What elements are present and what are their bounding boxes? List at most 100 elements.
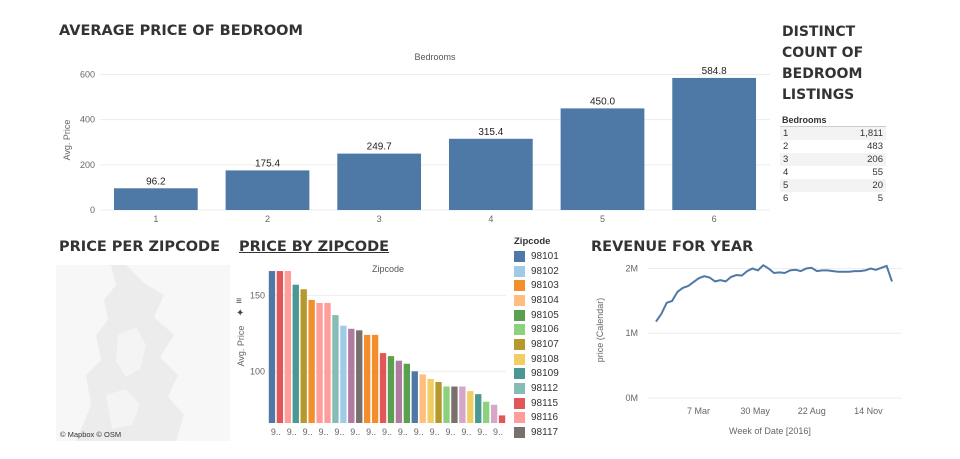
bar <box>340 325 347 423</box>
bar <box>443 386 450 423</box>
legend-item[interactable]: 98107 <box>514 337 559 352</box>
x-tick-label: 9.. <box>430 427 440 437</box>
table-row[interactable]: 4 55 <box>780 166 886 179</box>
legend-item[interactable]: 98105 <box>514 308 559 323</box>
legend-swatch <box>514 412 525 424</box>
x-tick-label: 9.. <box>271 427 281 437</box>
legend-swatch <box>514 250 525 262</box>
bar <box>379 353 387 423</box>
price-per-zipcode-title: PRICE PER ZIPCODE <box>59 239 220 255</box>
legend-swatch <box>514 324 525 336</box>
data-label: 584.8 <box>702 66 727 77</box>
table-row[interactable]: 1 1,811 <box>780 127 886 140</box>
legend-item[interactable]: 98101 <box>514 249 559 264</box>
legend-title: Zipcode <box>514 236 551 247</box>
table-row[interactable]: 5 20 <box>780 179 886 192</box>
bar <box>316 302 323 423</box>
legend-label: 98101 <box>531 250 559 262</box>
bedroom-cell: 3 <box>783 154 789 165</box>
bar <box>467 391 474 423</box>
chart-header: Bedrooms <box>414 52 456 62</box>
y-tick-label: 2M <box>625 263 638 273</box>
sort-icon[interactable]: ≡ <box>236 296 242 307</box>
legend-item[interactable]: 98108 <box>514 352 559 367</box>
legend-swatch <box>514 280 525 292</box>
x-tick-label: 5 <box>600 214 605 224</box>
legend-label: 98115 <box>531 397 559 409</box>
bedroom-cell: 5 <box>783 180 789 191</box>
legend-label: 98106 <box>531 324 559 336</box>
x-tick-label: 9.. <box>287 427 297 437</box>
pin-icon[interactable]: ✦ <box>236 308 245 319</box>
legend-swatch <box>514 427 525 439</box>
x-tick-label: 3 <box>377 214 382 224</box>
distinct-count-title: DISTINCT COUNT OF BEDROOM LISTINGS <box>782 24 864 103</box>
legend-item[interactable]: 98104 <box>514 293 559 308</box>
legend-swatch <box>514 338 525 350</box>
legend-swatch <box>514 368 525 380</box>
legend-label: 98105 <box>531 309 559 321</box>
data-label: 96.2 <box>146 176 166 187</box>
legend-label: 98103 <box>531 280 559 292</box>
bar <box>300 289 307 423</box>
legend-item[interactable]: 98112 <box>514 381 559 396</box>
bar <box>363 334 371 423</box>
count-cell: 1,811 <box>859 128 883 139</box>
count-cell: 20 <box>872 180 883 191</box>
x-tick-label: 9.. <box>366 427 376 437</box>
x-tick-label: 6 <box>712 214 717 224</box>
x-tick-label: 4 <box>488 214 493 224</box>
legend-item[interactable]: 98106 <box>514 322 559 337</box>
bar <box>324 302 331 423</box>
bar <box>337 153 422 210</box>
x-tick-label: 14 Nov <box>854 406 883 416</box>
x-tick-label: 9.. <box>493 427 503 437</box>
bar <box>332 315 339 423</box>
x-tick-label: 22 Aug <box>798 406 826 416</box>
legend-label: 98102 <box>531 265 559 277</box>
bar <box>225 170 310 210</box>
bar <box>308 299 315 423</box>
legend-item[interactable]: 98103 <box>514 278 559 293</box>
table-row[interactable]: 3 206 <box>780 153 886 166</box>
legend-label: 98112 <box>531 383 559 395</box>
x-tick-label: 9.. <box>477 427 487 437</box>
chart-tools: ≡ ✦ <box>236 296 244 320</box>
zipcode-legend: Zipcode 98101 98102 98103 98104 98105 98… <box>514 236 559 440</box>
legend-item[interactable]: 98115 <box>514 396 559 411</box>
bar <box>371 334 379 423</box>
x-tick-label: 9.. <box>382 427 392 437</box>
legend-item[interactable]: 98117 <box>514 425 559 440</box>
count-cell: 55 <box>872 167 883 178</box>
chart-header: Zipcode <box>372 264 404 274</box>
x-tick-label: 9.. <box>398 427 408 437</box>
legend-label: 98117 <box>531 427 559 439</box>
bedroom-cell: 1 <box>783 128 789 139</box>
price-by-zipcode-title[interactable]: PRICE BY ZIPCODE <box>239 239 390 255</box>
data-label: 249.7 <box>367 142 392 153</box>
legend-swatch <box>514 383 525 395</box>
x-tick-label: 9.. <box>461 427 471 437</box>
x-tick-label: 9.. <box>445 427 455 437</box>
y-tick-label: 200 <box>80 160 95 170</box>
data-label: 315.4 <box>478 127 503 138</box>
legend-item[interactable]: 98116 <box>514 411 559 426</box>
table-row[interactable]: 2 483 <box>780 140 886 153</box>
legend-swatch <box>514 397 525 409</box>
x-axis-label: Week of Date [2016] <box>729 426 811 436</box>
revenue-line <box>655 263 893 323</box>
legend-label: 98109 <box>531 368 559 380</box>
bar <box>403 363 411 423</box>
bar <box>490 404 498 423</box>
bar <box>560 108 645 210</box>
legend-item[interactable]: 98109 <box>514 367 559 382</box>
y-axis-label: Avg. Price <box>236 326 246 367</box>
legend-label: 98104 <box>531 294 559 306</box>
bar <box>268 271 276 423</box>
zipcode-map[interactable]: © Mapbox © OSM <box>56 265 230 441</box>
legend-item[interactable]: 98102 <box>514 264 559 279</box>
x-tick-label: 9.. <box>350 427 360 437</box>
